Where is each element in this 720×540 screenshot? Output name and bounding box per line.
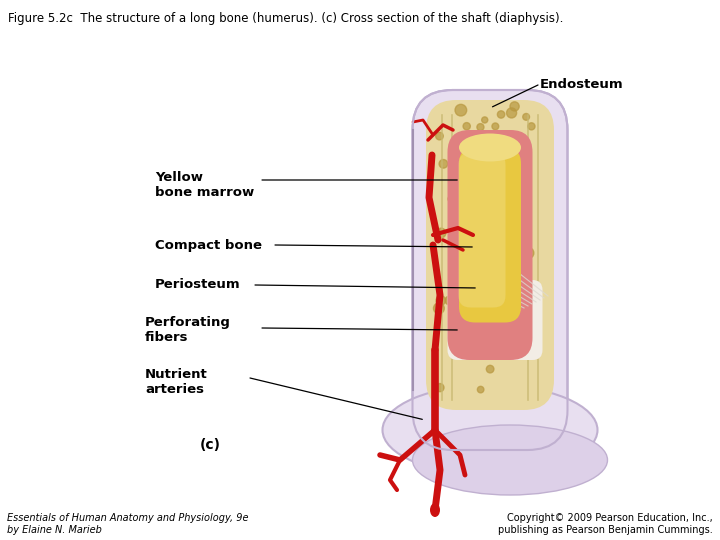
Circle shape: [436, 296, 446, 305]
Circle shape: [436, 383, 444, 392]
Circle shape: [448, 196, 454, 202]
Circle shape: [454, 244, 462, 252]
Text: Figure 5.2c  The structure of a long bone (humerus). (c) Cross section of the sh: Figure 5.2c The structure of a long bone…: [8, 12, 563, 25]
Circle shape: [528, 123, 535, 130]
FancyBboxPatch shape: [426, 100, 554, 410]
FancyBboxPatch shape: [413, 90, 567, 450]
Text: (c): (c): [200, 438, 221, 452]
Circle shape: [492, 123, 499, 130]
Circle shape: [487, 153, 500, 165]
Text: Essentials of Human Anatomy and Physiology, 9e
by Elaine N. Marieb: Essentials of Human Anatomy and Physiolo…: [7, 513, 248, 535]
Circle shape: [456, 220, 463, 227]
Circle shape: [522, 166, 528, 172]
Circle shape: [436, 132, 444, 140]
Text: Nutrient
arteries: Nutrient arteries: [145, 368, 208, 396]
Circle shape: [523, 113, 529, 120]
Circle shape: [436, 228, 446, 238]
Ellipse shape: [430, 503, 440, 517]
Circle shape: [513, 246, 520, 253]
Text: Endosteum: Endosteum: [540, 78, 624, 91]
Circle shape: [486, 365, 494, 373]
Circle shape: [523, 336, 533, 346]
FancyBboxPatch shape: [448, 280, 542, 360]
Circle shape: [482, 154, 492, 164]
Circle shape: [523, 247, 534, 259]
Circle shape: [503, 152, 515, 164]
Text: Perforating
fibers: Perforating fibers: [145, 316, 231, 344]
Circle shape: [470, 150, 479, 159]
Circle shape: [445, 296, 454, 305]
Circle shape: [510, 102, 519, 111]
Circle shape: [521, 276, 526, 283]
Circle shape: [523, 163, 531, 171]
Circle shape: [521, 227, 527, 234]
Circle shape: [498, 111, 505, 118]
Circle shape: [512, 263, 521, 272]
Circle shape: [457, 195, 464, 202]
Ellipse shape: [382, 385, 598, 475]
Circle shape: [455, 104, 467, 116]
Circle shape: [477, 386, 484, 393]
FancyBboxPatch shape: [459, 152, 505, 307]
Circle shape: [518, 138, 524, 145]
FancyBboxPatch shape: [448, 130, 533, 360]
Ellipse shape: [413, 425, 608, 495]
Text: Yellow
bone marrow: Yellow bone marrow: [155, 171, 254, 199]
Text: Periosteum: Periosteum: [155, 279, 240, 292]
Circle shape: [433, 303, 444, 314]
Circle shape: [507, 108, 517, 118]
Circle shape: [477, 124, 484, 131]
Circle shape: [482, 117, 488, 123]
Text: Copyright© 2009 Pearson Education, Inc.,
publishing as Pearson Benjamin Cummings: Copyright© 2009 Pearson Education, Inc.,…: [498, 513, 713, 535]
Circle shape: [463, 123, 470, 130]
Text: Compact bone: Compact bone: [155, 239, 262, 252]
Circle shape: [516, 154, 525, 164]
Circle shape: [480, 159, 491, 170]
Ellipse shape: [459, 133, 521, 161]
Circle shape: [439, 159, 448, 168]
FancyBboxPatch shape: [459, 147, 521, 322]
